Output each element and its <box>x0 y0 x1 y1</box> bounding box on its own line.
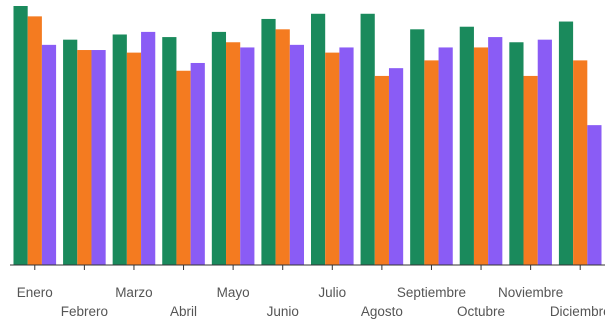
x-axis-tick-labels: Enero Febrero Marzo Abril Mayo Junio Julio Agos… <box>17 285 605 319</box>
bar-septiembre-series-2 <box>424 60 439 265</box>
x-tick-label-diciembre: Diciembre <box>550 304 605 319</box>
x-tick-label-agosto: Agosto <box>361 304 403 319</box>
x-tick-label-noviembre: Noviembre <box>498 285 563 300</box>
bar-diciembre-series-2 <box>573 60 588 265</box>
bar-septiembre-series-3 <box>438 47 453 265</box>
x-tick-label-febrero: Febrero <box>61 304 108 319</box>
x-tick-label-junio: Junio <box>267 304 299 319</box>
bars-layer <box>13 6 602 266</box>
x-tick-label-septiembre: Septiembre <box>397 285 466 300</box>
bar-noviembre-series-1 <box>509 42 524 266</box>
bar-junio-series-3 <box>289 44 305 265</box>
bar-abril-series-1 <box>162 37 177 265</box>
bar-octubre-series-3 <box>488 37 503 265</box>
bar-julio-series-3 <box>339 47 354 265</box>
bar-noviembre-series-2 <box>523 75 538 266</box>
bar-enero-series-3 <box>41 44 57 265</box>
bar-agosto-series-1 <box>360 13 375 265</box>
bar-enero-series-2 <box>27 16 42 265</box>
bar-julio-series-1 <box>310 13 326 265</box>
x-axis-ticks <box>34 265 581 270</box>
bar-octubre-series-1 <box>459 26 474 265</box>
bar-agosto-series-3 <box>388 68 404 265</box>
bar-agosto-series-2 <box>374 75 389 266</box>
x-tick-label-marzo: Marzo <box>115 285 153 300</box>
bar-marzo-series-1 <box>112 34 127 265</box>
bar-febrero-series-3 <box>91 50 106 265</box>
x-tick-label-octubre: Octubre <box>457 304 505 319</box>
bar-febrero-series-2 <box>77 50 92 265</box>
bar-abril-series-2 <box>176 70 191 265</box>
bar-mayo-series-1 <box>211 31 227 266</box>
bar-febrero-series-1 <box>63 39 78 265</box>
bar-mayo-series-2 <box>226 42 241 266</box>
x-tick-label-mayo: Mayo <box>217 285 250 300</box>
bar-octubre-series-2 <box>473 47 489 265</box>
bar-diciembre-series-1 <box>558 21 574 265</box>
bar-diciembre-series-3 <box>587 125 602 265</box>
bar-noviembre-series-3 <box>537 39 552 265</box>
x-tick-label-abril: Abril <box>170 304 197 319</box>
bar-septiembre-series-1 <box>410 29 425 266</box>
bar-junio-series-1 <box>261 18 276 266</box>
x-tick-label-enero: Enero <box>17 285 53 300</box>
bar-marzo-series-3 <box>141 31 156 266</box>
bar-marzo-series-2 <box>126 52 142 266</box>
bar-abril-series-3 <box>190 62 205 266</box>
bar-enero-series-1 <box>13 6 28 265</box>
bar-mayo-series-3 <box>240 47 255 265</box>
bar-junio-series-2 <box>275 29 290 266</box>
x-tick-label-julio: Julio <box>318 285 346 300</box>
bar-julio-series-2 <box>325 52 340 266</box>
